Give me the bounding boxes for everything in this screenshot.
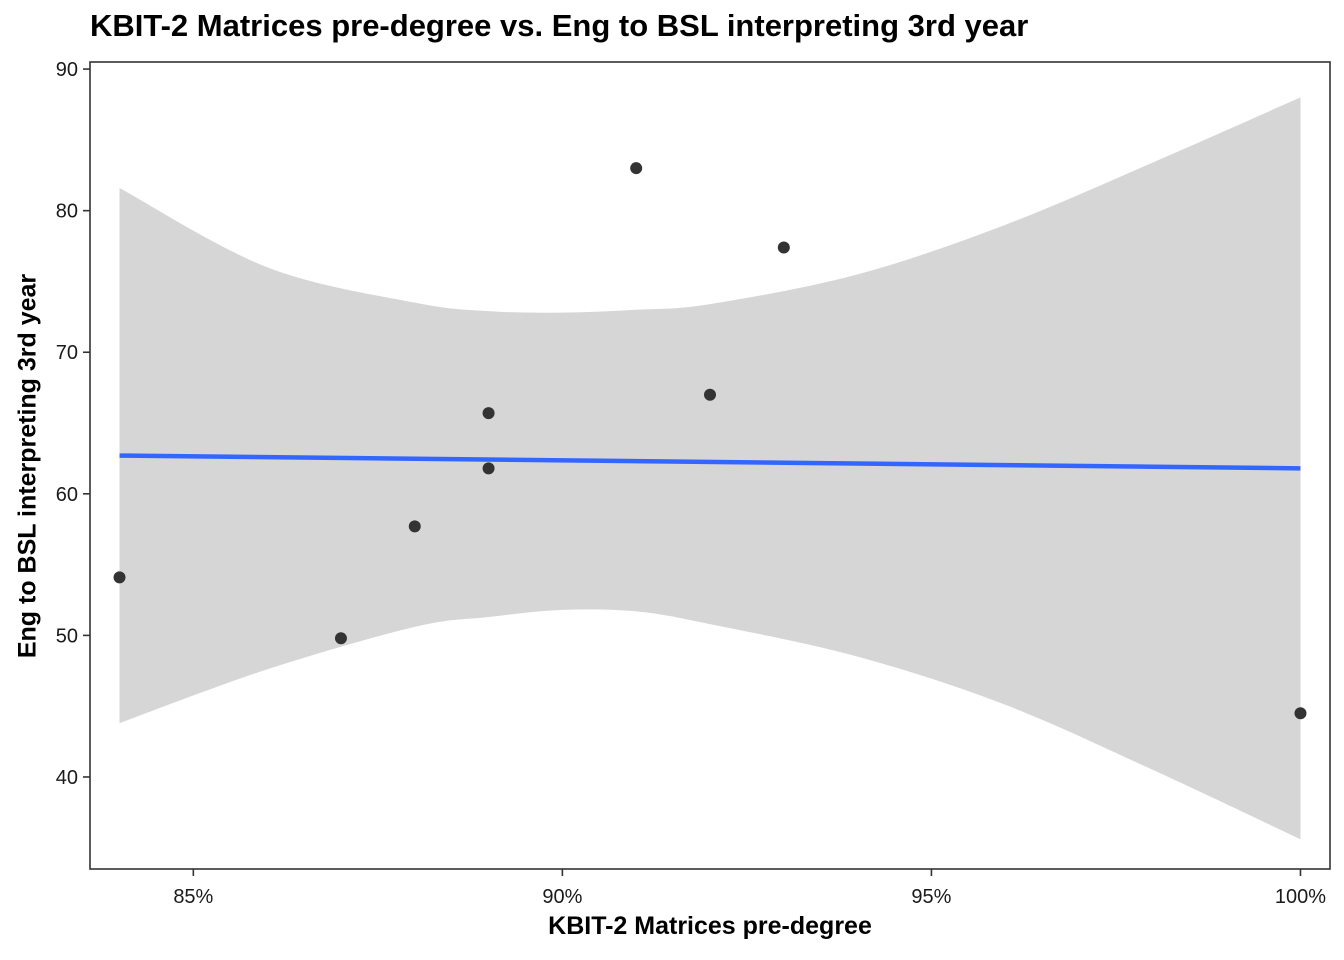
- x-tick-label: 90%: [542, 886, 582, 908]
- data-point: [482, 462, 495, 475]
- y-tick-label: 80: [56, 201, 78, 223]
- data-point: [408, 520, 421, 533]
- data-point: [630, 162, 643, 175]
- y-tick-label: 60: [56, 484, 78, 506]
- data-point: [777, 241, 790, 254]
- data-point: [704, 388, 716, 401]
- chart-title: KBIT-2 Matrices pre-degree vs. Eng to BS…: [90, 8, 1029, 43]
- x-tick-label: 95%: [911, 886, 951, 908]
- y-tick-label: 90: [56, 59, 78, 81]
- plot-panel-border: [89, 61, 1331, 870]
- x-axis-label: KBIT-2 Matrices pre-degree: [548, 912, 872, 940]
- y-tick-label: 70: [56, 342, 78, 364]
- y-axis-label: Eng to BSL interpreting 3rd year: [13, 273, 42, 659]
- regression-line: [119, 453, 1301, 471]
- x-tick-label: 100%: [1275, 886, 1326, 908]
- y-tick-label: 40: [56, 767, 78, 789]
- data-point: [482, 407, 495, 420]
- y-tick-label: 50: [56, 625, 78, 647]
- x-tick-label: 85%: [173, 886, 213, 908]
- data-point: [334, 632, 347, 645]
- data-point: [1294, 707, 1307, 720]
- confidence-band: [119, 97, 1301, 840]
- data-point: [113, 571, 126, 584]
